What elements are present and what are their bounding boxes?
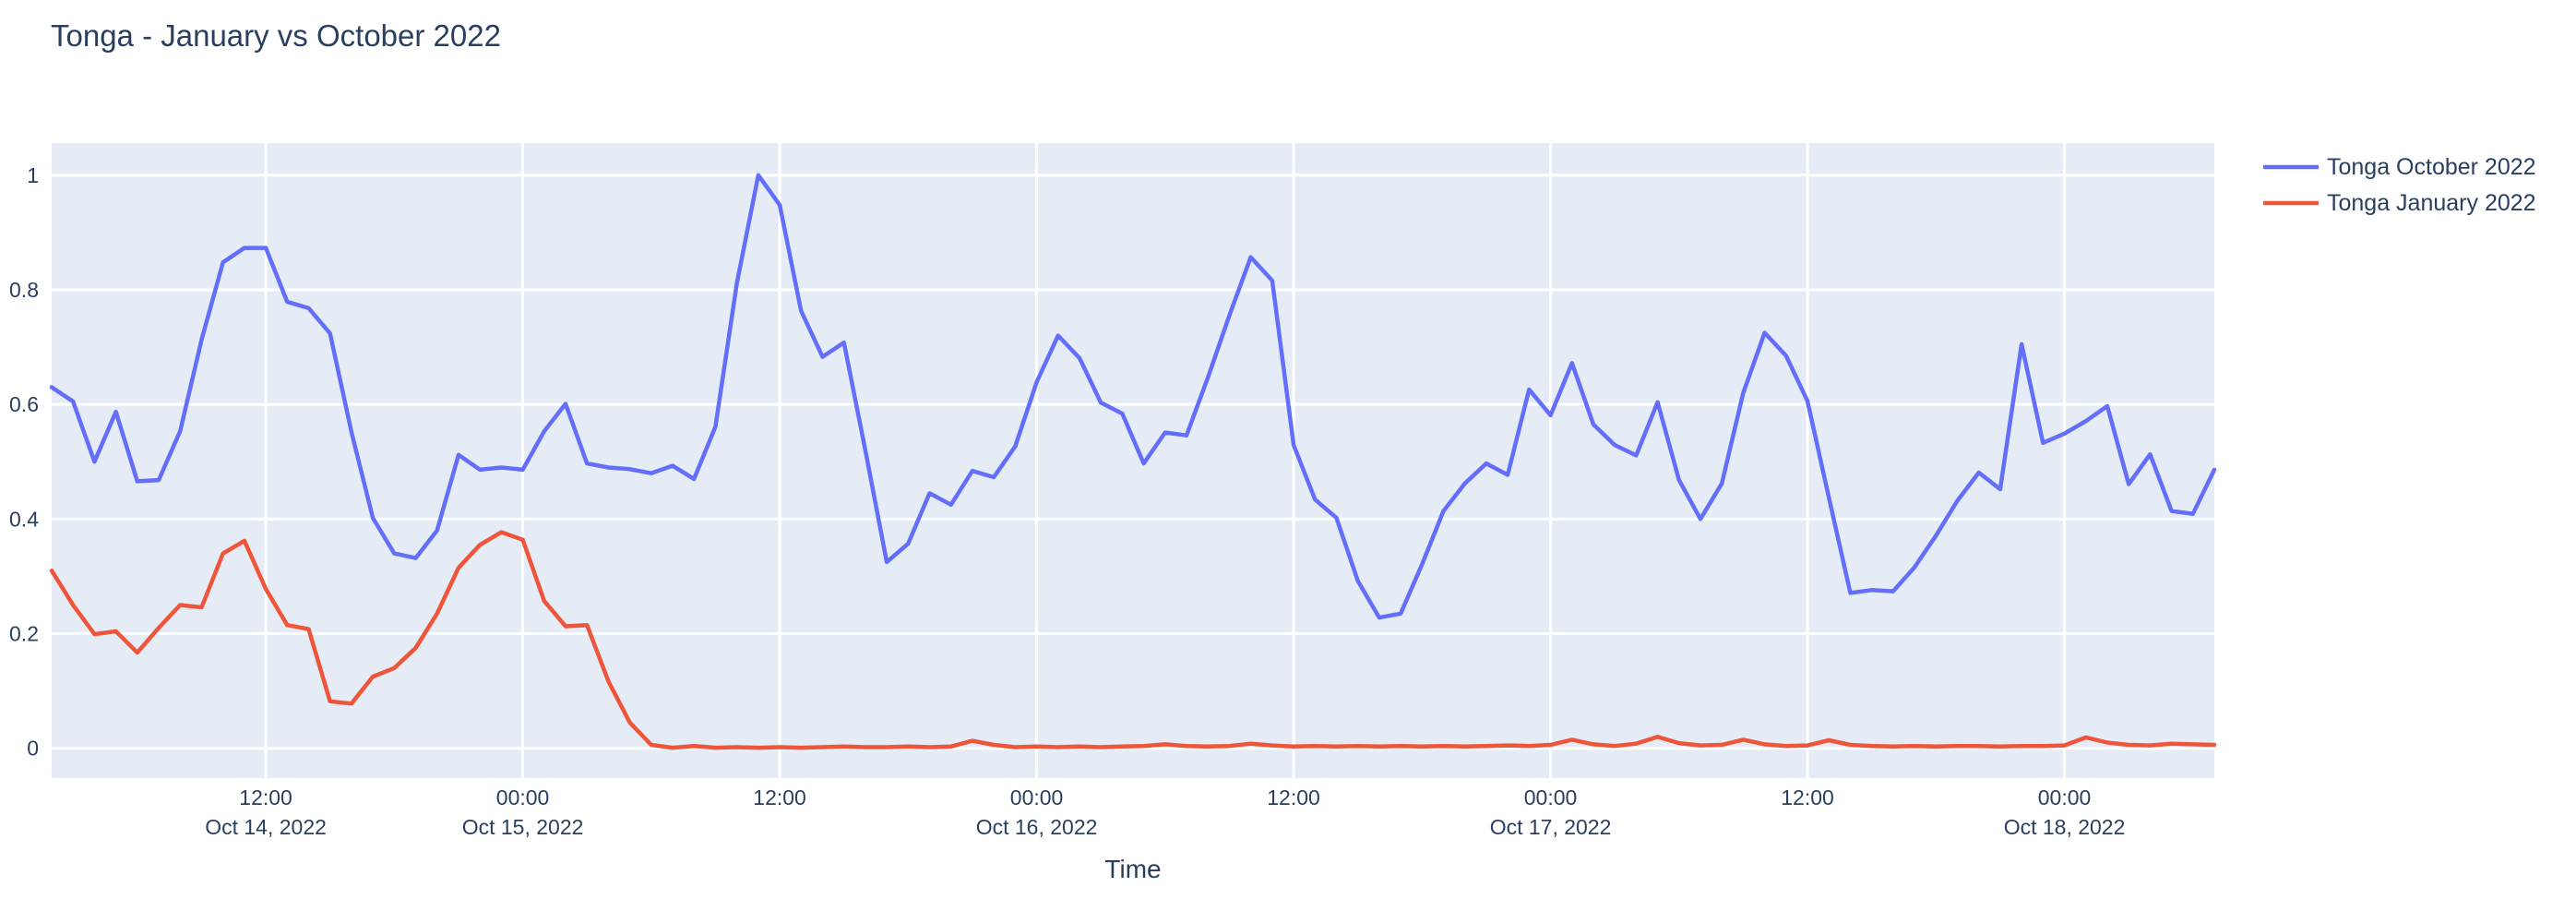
x-tick-date-label: Oct 15, 2022 <box>462 815 584 839</box>
chart-title: Tonga - January vs October 2022 <box>51 18 501 53</box>
series-line-january-2022[interactable] <box>49 530 2217 750</box>
legend: Tonga October 2022 Tonga January 2022 <box>2263 153 2536 217</box>
y-tick-label: 0.8 <box>9 278 39 302</box>
series-line-october-2022[interactable] <box>49 173 2217 620</box>
plot-background <box>52 143 2214 778</box>
legend-label-october: Tonga October 2022 <box>2327 153 2536 180</box>
x-tick-date-label: Oct 17, 2022 <box>1490 815 1612 839</box>
y-tick-label: 0 <box>27 737 39 761</box>
x-tick-time-label: 00:00 <box>2038 785 2092 809</box>
legend-line-sample-october <box>2263 164 2319 170</box>
y-tick-label: 1 <box>27 163 39 187</box>
y-tick-label: 0.4 <box>9 507 39 531</box>
x-tick-time-label: 00:00 <box>496 785 550 809</box>
legend-item-october-2022[interactable]: Tonga October 2022 <box>2263 153 2536 181</box>
x-axis-title: Time <box>1104 855 1162 883</box>
x-tick-time-label: 12:00 <box>753 785 806 809</box>
x-tick-time-label: 12:00 <box>1781 785 1834 809</box>
legend-line-sample-january <box>2263 200 2319 206</box>
y-tick-label: 0.6 <box>9 392 39 416</box>
x-tick-time-label: 12:00 <box>239 785 292 809</box>
y-tick-label: 0.2 <box>9 622 39 646</box>
x-tick-date-label: Oct 16, 2022 <box>976 815 1098 839</box>
x-tick-time-label: 00:00 <box>1524 785 1578 809</box>
x-tick-date-label: Oct 18, 2022 <box>2004 815 2126 839</box>
legend-item-january-2022[interactable]: Tonga January 2022 <box>2263 189 2536 217</box>
x-tick-time-label: 12:00 <box>1267 785 1320 809</box>
legend-label-january: Tonga January 2022 <box>2327 189 2536 216</box>
x-tick-date-label: Oct 14, 2022 <box>205 815 327 839</box>
x-tick-time-label: 00:00 <box>1010 785 1064 809</box>
